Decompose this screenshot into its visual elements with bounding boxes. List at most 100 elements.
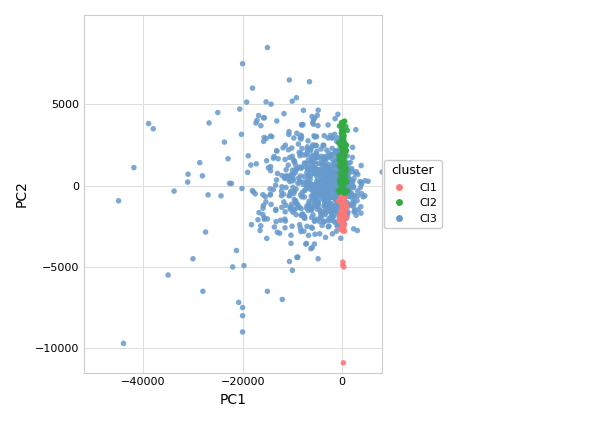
- Point: [297, 194, 307, 200]
- Point: [312, 154, 322, 161]
- Point: [343, 187, 353, 194]
- Point: [246, 162, 256, 168]
- Point: [337, 168, 346, 175]
- Point: [353, 192, 362, 199]
- Point: [334, 162, 343, 169]
- Point: [337, 146, 346, 153]
- Point: [342, 179, 352, 185]
- Point: [308, 189, 318, 196]
- Point: [356, 179, 365, 186]
- Point: [341, 173, 350, 180]
- Point: [312, 154, 321, 161]
- Point: [332, 179, 342, 185]
- Point: [335, 146, 344, 152]
- Point: [296, 165, 306, 172]
- Point: [335, 157, 344, 164]
- Point: [281, 142, 290, 149]
- Point: [288, 267, 297, 274]
- Point: [311, 181, 321, 188]
- Point: [299, 213, 308, 219]
- Point: [336, 183, 346, 190]
- Point: [337, 150, 347, 157]
- Point: [353, 206, 363, 213]
- Point: [265, 191, 275, 198]
- Point: [338, 197, 348, 204]
- Point: [308, 225, 317, 232]
- Point: [281, 218, 290, 225]
- Point: [285, 76, 294, 83]
- Point: [338, 173, 348, 179]
- Point: [343, 170, 352, 177]
- Point: [330, 170, 340, 176]
- Point: [335, 176, 345, 183]
- Point: [305, 176, 315, 183]
- Point: [322, 169, 332, 176]
- Point: [344, 170, 353, 177]
- Point: [299, 214, 309, 221]
- Point: [259, 138, 268, 145]
- Point: [289, 135, 299, 141]
- Point: [323, 170, 333, 177]
- Point: [307, 158, 317, 165]
- Point: [312, 189, 322, 195]
- Point: [266, 201, 276, 208]
- Point: [279, 110, 289, 117]
- Point: [324, 171, 334, 178]
- Point: [329, 177, 338, 184]
- Point: [318, 177, 327, 184]
- Point: [334, 163, 343, 170]
- Point: [298, 181, 308, 188]
- Point: [311, 201, 320, 208]
- Point: [334, 214, 344, 221]
- Point: [320, 168, 329, 175]
- Point: [324, 150, 334, 157]
- Point: [338, 195, 348, 201]
- Point: [340, 168, 349, 174]
- Point: [337, 178, 346, 185]
- Point: [341, 202, 350, 208]
- Point: [308, 186, 318, 193]
- Point: [349, 198, 358, 205]
- Point: [322, 188, 332, 195]
- X-axis label: PC1: PC1: [219, 393, 246, 407]
- Point: [320, 195, 330, 202]
- Point: [341, 214, 350, 221]
- Point: [272, 147, 282, 154]
- Point: [334, 154, 343, 161]
- Point: [337, 130, 346, 136]
- Point: [315, 170, 325, 177]
- Point: [326, 217, 336, 224]
- Point: [340, 157, 350, 164]
- Point: [344, 193, 353, 200]
- Point: [332, 176, 342, 183]
- Point: [349, 175, 359, 182]
- Point: [330, 194, 340, 200]
- Point: [285, 178, 295, 185]
- Point: [321, 173, 330, 180]
- Point: [281, 208, 290, 215]
- Point: [340, 162, 349, 168]
- Point: [291, 166, 300, 173]
- Point: [310, 181, 320, 188]
- Point: [346, 192, 356, 198]
- Point: [335, 184, 344, 190]
- Point: [300, 187, 310, 193]
- Point: [256, 122, 265, 129]
- Point: [324, 195, 334, 202]
- Point: [338, 227, 348, 233]
- Point: [308, 156, 317, 163]
- Point: [343, 187, 353, 194]
- Point: [319, 218, 329, 225]
- Point: [324, 195, 334, 202]
- Point: [338, 157, 347, 164]
- Point: [298, 121, 308, 128]
- Point: [319, 182, 329, 189]
- Point: [336, 193, 346, 200]
- Point: [338, 175, 347, 182]
- Point: [299, 107, 308, 114]
- Point: [327, 155, 337, 162]
- Point: [311, 154, 321, 160]
- Point: [340, 216, 350, 222]
- Point: [340, 177, 349, 184]
- Point: [335, 212, 345, 219]
